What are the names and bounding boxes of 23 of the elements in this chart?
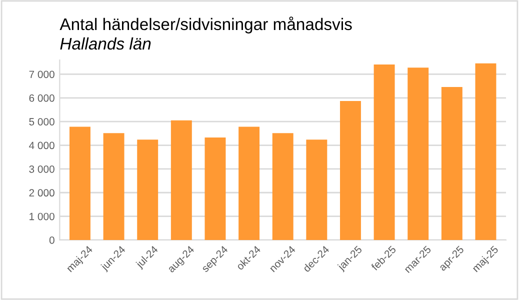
bar	[441, 87, 462, 240]
bar	[408, 68, 429, 240]
bar	[137, 140, 158, 240]
y-tick-label: 0	[49, 236, 54, 244]
bar	[475, 63, 496, 240]
y-tick-label: 2 000	[29, 189, 54, 197]
y-tick-label: 6 000	[29, 94, 54, 102]
y-tick-label: 1 000	[30, 212, 54, 220]
bar	[69, 126, 90, 240]
bar	[272, 133, 294, 240]
bar	[204, 137, 226, 240]
bar	[103, 133, 124, 240]
y-tick-label: 4 000	[29, 142, 54, 150]
bar	[306, 140, 328, 240]
chart-subtitle: Hallands län	[60, 37, 151, 50]
bar	[374, 64, 395, 240]
y-tick-label: 3 000	[29, 165, 54, 173]
y-tick-label: 7 000	[29, 70, 54, 78]
y-tick-label: 5 000	[29, 118, 54, 126]
chart-title: Antal händelser/sidvisningar månadsvis	[60, 16, 352, 34]
bar	[238, 126, 260, 240]
bar	[340, 100, 361, 240]
bar	[170, 120, 192, 240]
